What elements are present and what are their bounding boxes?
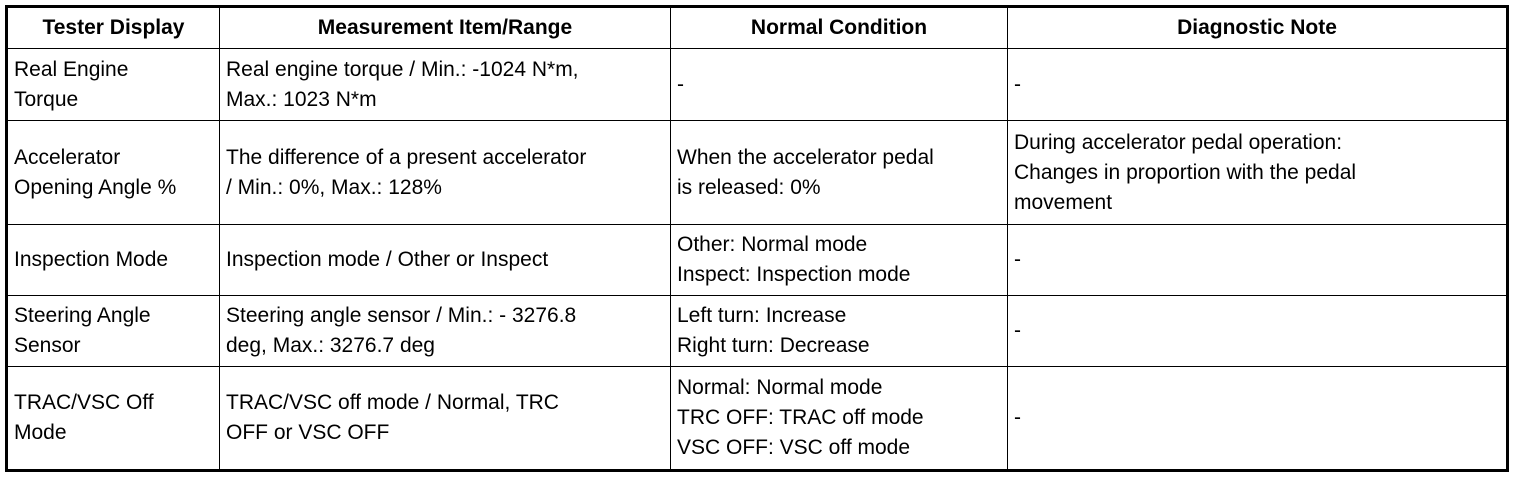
- table-cell: TRAC/VSC off mode / Normal, TRC OFF or VS…: [219, 366, 671, 471]
- table-cell: Steering angle sensor / Min.: - 3276.8 de…: [219, 295, 671, 367]
- cell-line: Mode: [14, 421, 67, 444]
- cell-line: When the accelerator pedal: [677, 145, 934, 169]
- header-cell: Measurement Item/Range: [219, 6, 671, 49]
- cell-line: Right turn: Decrease: [677, 334, 870, 357]
- cell-line: Real Engine: [14, 57, 129, 81]
- cell-line: movement: [1014, 190, 1113, 214]
- cell-line: The difference of a present accelerator: [226, 145, 587, 169]
- cell-line: -: [1014, 406, 1021, 429]
- header-cell: Normal Condition: [670, 6, 1008, 49]
- table-row: Inspection Mode Inspection mode / Other o…: [6, 224, 1508, 296]
- table-cell: During accelerator pedal operation: Chang…: [1007, 120, 1508, 225]
- cell-line: Opening Angle %: [14, 175, 177, 199]
- table-cell: Normal: Normal mode TRC OFF: TRAC off mod…: [670, 366, 1008, 471]
- table-cell: Real engine torque / Min.: -1024 N*m, Max…: [219, 48, 671, 121]
- table-cell: -: [1007, 48, 1508, 121]
- cell-line: -: [1014, 319, 1021, 342]
- cell-line: Torque: [14, 87, 79, 111]
- table-row: TRAC/VSC Off Mode TRAC/VSC off mode / Norm…: [6, 366, 1508, 471]
- cell-line: Inspection Mode: [14, 248, 169, 271]
- cell-line: Accelerator: [14, 145, 121, 169]
- diagnostic-table: Tester Display Measurement Item/Range Norm…: [5, 5, 1509, 472]
- table-cell: -: [1007, 366, 1508, 471]
- cell-line: TRAC/VSC Off: [14, 391, 154, 414]
- cell-line: -: [1014, 248, 1021, 271]
- header-cell: Diagnostic Note: [1007, 6, 1508, 49]
- table-row: Accelerator Opening Angle % The difference…: [6, 120, 1508, 225]
- table-cell: -: [670, 48, 1008, 121]
- table-cell: Real Engine Torque: [6, 48, 220, 121]
- table-cell: Other: Normal mode Inspect: Inspection mo…: [670, 224, 1008, 296]
- table-cell: Left turn: Increase Right turn: Decrease: [670, 295, 1008, 367]
- cell-line: -: [677, 72, 684, 96]
- table-cell: When the accelerator pedal is released: 0…: [670, 120, 1008, 225]
- cell-line: Inspect: Inspection mode: [677, 263, 911, 286]
- table-cell: The difference of a present accelerator /…: [219, 120, 671, 225]
- cell-line: Changes in proportion with the pedal: [1014, 160, 1357, 184]
- table-row: Real Engine Torque Real engine torque / Mi…: [6, 48, 1508, 121]
- cell-line: Steering Angle: [14, 304, 151, 327]
- table-cell: Inspection Mode: [6, 224, 220, 296]
- cell-line: During accelerator pedal operation:: [1014, 130, 1343, 154]
- cell-line: Left turn: Increase: [677, 304, 847, 327]
- table-cell: -: [1007, 224, 1508, 296]
- header-cell: Tester Display: [6, 6, 220, 49]
- cell-line: Max.: 1023 N*m: [226, 87, 377, 111]
- cell-line: OFF or VSC OFF: [226, 421, 390, 444]
- table-cell: Inspection mode / Other or Inspect: [219, 224, 671, 296]
- cell-line: Sensor: [14, 334, 81, 357]
- table-cell: Accelerator Opening Angle %: [6, 120, 220, 225]
- header-row: Tester Display Measurement Item/Range Norm…: [6, 6, 1508, 49]
- cell-line: Normal: Normal mode: [677, 376, 883, 399]
- table-cell: TRAC/VSC Off Mode: [6, 366, 220, 471]
- table-row: Steering Angle Sensor Steering angle senso…: [6, 295, 1508, 367]
- cell-line: VSC OFF: VSC off mode: [677, 436, 911, 459]
- cell-line: is released: 0%: [677, 175, 821, 199]
- cell-line: Real engine torque / Min.: -1024 N*m,: [226, 57, 579, 81]
- cell-line: / Min.: 0%, Max.: 128%: [226, 175, 442, 199]
- cell-line: Other: Normal mode: [677, 233, 868, 256]
- cell-line: TRAC/VSC off mode / Normal, TRC: [226, 391, 559, 414]
- table-cell: -: [1007, 295, 1508, 367]
- cell-line: Inspection mode / Other or Inspect: [226, 248, 549, 271]
- table-cell: Steering Angle Sensor: [6, 295, 220, 367]
- table-body: Real Engine Torque Real engine torque / Mi…: [6, 48, 1508, 471]
- cell-line: -: [1014, 72, 1021, 96]
- cell-line: TRC OFF: TRAC off mode: [677, 406, 924, 429]
- cell-line: Steering angle sensor / Min.: - 3276.8: [226, 304, 577, 327]
- cell-line: deg, Max.: 3276.7 deg: [226, 334, 435, 357]
